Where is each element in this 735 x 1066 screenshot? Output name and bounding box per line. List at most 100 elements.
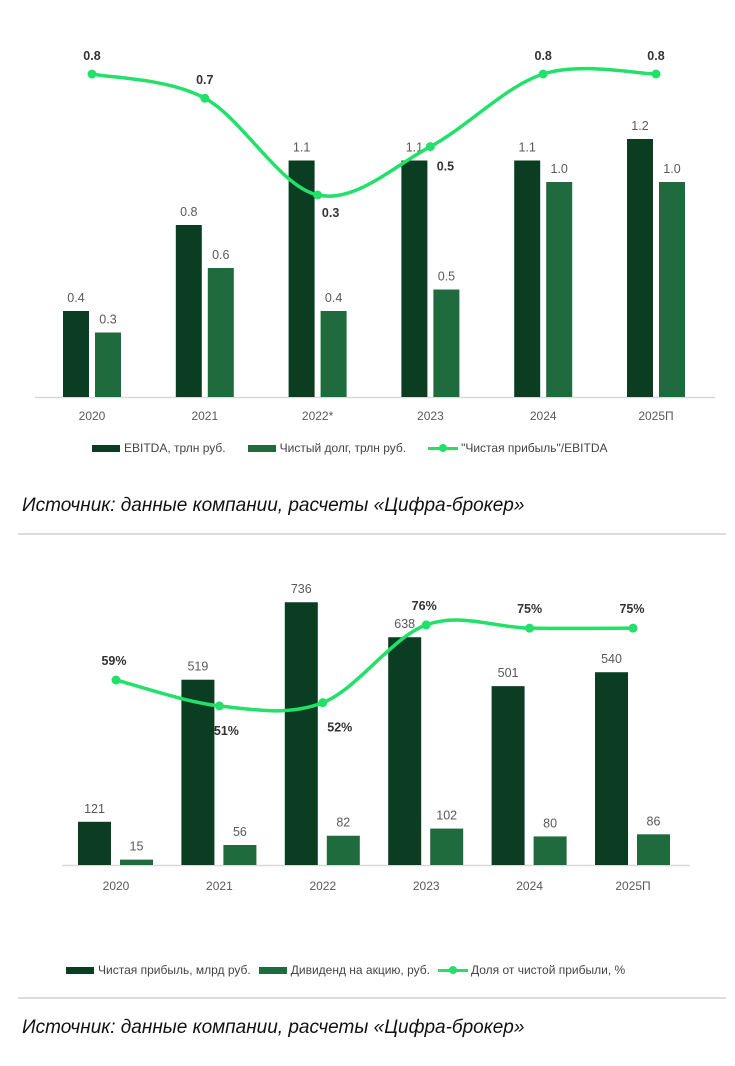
line-data-label: 0.5 [437, 160, 454, 174]
line-data-label: 75% [619, 602, 644, 616]
x-tick-label: 2020 [103, 879, 130, 893]
line-data-label: 0.8 [83, 49, 100, 63]
x-tick-label: 2022* [302, 409, 334, 423]
legend-item-payout: Доля от чистой прибыли, % [437, 963, 625, 977]
bar-primary [514, 160, 541, 397]
bar-data-label: 80 [543, 816, 557, 830]
bar-data-label: 736 [291, 582, 312, 596]
bar-data-label: 0.5 [438, 270, 455, 284]
bar-data-label: 1.1 [519, 141, 536, 155]
chart2-source: Источник: данные компании, расчеты «Цифр… [22, 1017, 525, 1038]
line-data-label: 52% [327, 721, 352, 735]
bar-secondary [546, 182, 573, 397]
legend-label: Чистый долг, трлн руб. [279, 441, 407, 455]
line-point [538, 69, 548, 79]
bar-data-label: 0.3 [99, 313, 116, 327]
line-data-label: 0.3 [322, 206, 339, 220]
bar-data-label: 15 [130, 840, 144, 854]
divider [18, 533, 726, 535]
bar-data-label: 1.0 [663, 162, 680, 176]
line-point [87, 69, 97, 79]
bar-secondary [533, 836, 567, 865]
bar-secondary [207, 268, 234, 397]
line-data-label: 0.7 [196, 73, 213, 87]
legend-line-marker [437, 966, 468, 974]
bar-secondary [223, 845, 257, 865]
line-point [425, 142, 435, 152]
line-point [214, 701, 224, 711]
legend-item-ratio: "Чистая прибыль"/EBITDA [428, 441, 607, 455]
bar-secondary [95, 332, 121, 397]
bar-data-label: 1.1 [293, 141, 310, 155]
bar-data-label: 0.8 [180, 205, 197, 219]
bar-primary [63, 311, 89, 397]
x-tick-label: 2025П [638, 409, 673, 423]
line-data-label: 75% [517, 602, 542, 616]
chart1-source: Источник: данные компании, расчеты «Цифр… [22, 495, 525, 516]
legend-label: "Чистая прибыль"/EBITDA [461, 441, 608, 455]
x-tick-label: 2023 [413, 879, 440, 893]
bar-secondary [637, 834, 670, 865]
bar-primary [627, 139, 653, 397]
bar-data-label: 1.1 [406, 141, 423, 155]
bar-primary [181, 679, 215, 865]
x-tick-label: 2025П [615, 879, 650, 893]
bar-data-label: 1.0 [551, 162, 568, 176]
bar-data-label: 0.4 [325, 291, 342, 305]
bar-data-label: 501 [498, 666, 519, 680]
line-point [421, 620, 431, 630]
line-series [90, 66, 658, 198]
line-data-label: 76% [412, 599, 437, 613]
x-tick-label: 2020 [79, 409, 106, 423]
chart2-legend: Чистая прибыль, млрд руб. Дивиденд на ак… [66, 963, 647, 977]
line-series [114, 618, 635, 713]
legend-swatch [92, 444, 120, 452]
line-point [651, 69, 661, 79]
legend-label: EBITDA, трлн руб. [124, 441, 226, 455]
divider [18, 997, 726, 999]
line-point [628, 623, 638, 633]
line-point [313, 190, 323, 200]
bar-data-label: 102 [436, 809, 457, 823]
bar-data-label: 121 [84, 802, 105, 816]
bar-data-label: 0.4 [67, 291, 84, 305]
legend-item-net-debt: Чистый долг, трлн руб. [247, 441, 407, 455]
bar-data-label: 86 [647, 814, 661, 828]
bar-primary [491, 686, 525, 865]
bar-secondary [659, 182, 685, 397]
bar-primary [401, 160, 428, 397]
bar-secondary [120, 859, 153, 865]
line-point [200, 93, 210, 103]
x-tick-label: 2024 [516, 879, 543, 893]
bar-data-label: 56 [233, 825, 247, 839]
bar-primary [175, 225, 202, 397]
bar-primary [595, 672, 628, 865]
legend-item-ebitda: EBITDA, трлн руб. [92, 441, 226, 455]
legend-label: Чистая прибыль, млрд руб. [98, 963, 251, 977]
bar-secondary [320, 311, 347, 397]
bar-secondary [430, 828, 464, 865]
line-point [318, 698, 328, 708]
chart1-legend: EBITDA, трлн руб. Чистый долг, трлн руб.… [92, 441, 629, 455]
legend-item-net-profit: Чистая прибыль, млрд руб. [66, 963, 251, 977]
line-data-label: 0.8 [535, 49, 552, 63]
x-tick-label: 2021 [191, 409, 218, 423]
legend-swatch [66, 966, 94, 974]
legend-swatch [258, 966, 287, 974]
bar-secondary [433, 289, 460, 397]
bar-data-label: 540 [601, 652, 622, 666]
x-tick-label: 2023 [417, 409, 444, 423]
x-tick-label: 2022 [309, 879, 336, 893]
line-point [111, 675, 121, 685]
x-tick-label: 2021 [206, 879, 233, 893]
bar-primary [388, 637, 422, 865]
legend-label: Дивиденд на акцию, руб. [290, 963, 430, 977]
line-data-label: 0.8 [647, 49, 664, 63]
legend-item-dividend: Дивиденд на акцию, руб. [258, 963, 430, 977]
bar-secondary [326, 835, 360, 865]
line-data-label: 59% [101, 654, 126, 668]
bar-primary [78, 821, 111, 865]
bar-data-label: 638 [394, 617, 415, 631]
legend-line-marker [428, 444, 459, 452]
bar-data-label: 1.2 [631, 119, 648, 133]
